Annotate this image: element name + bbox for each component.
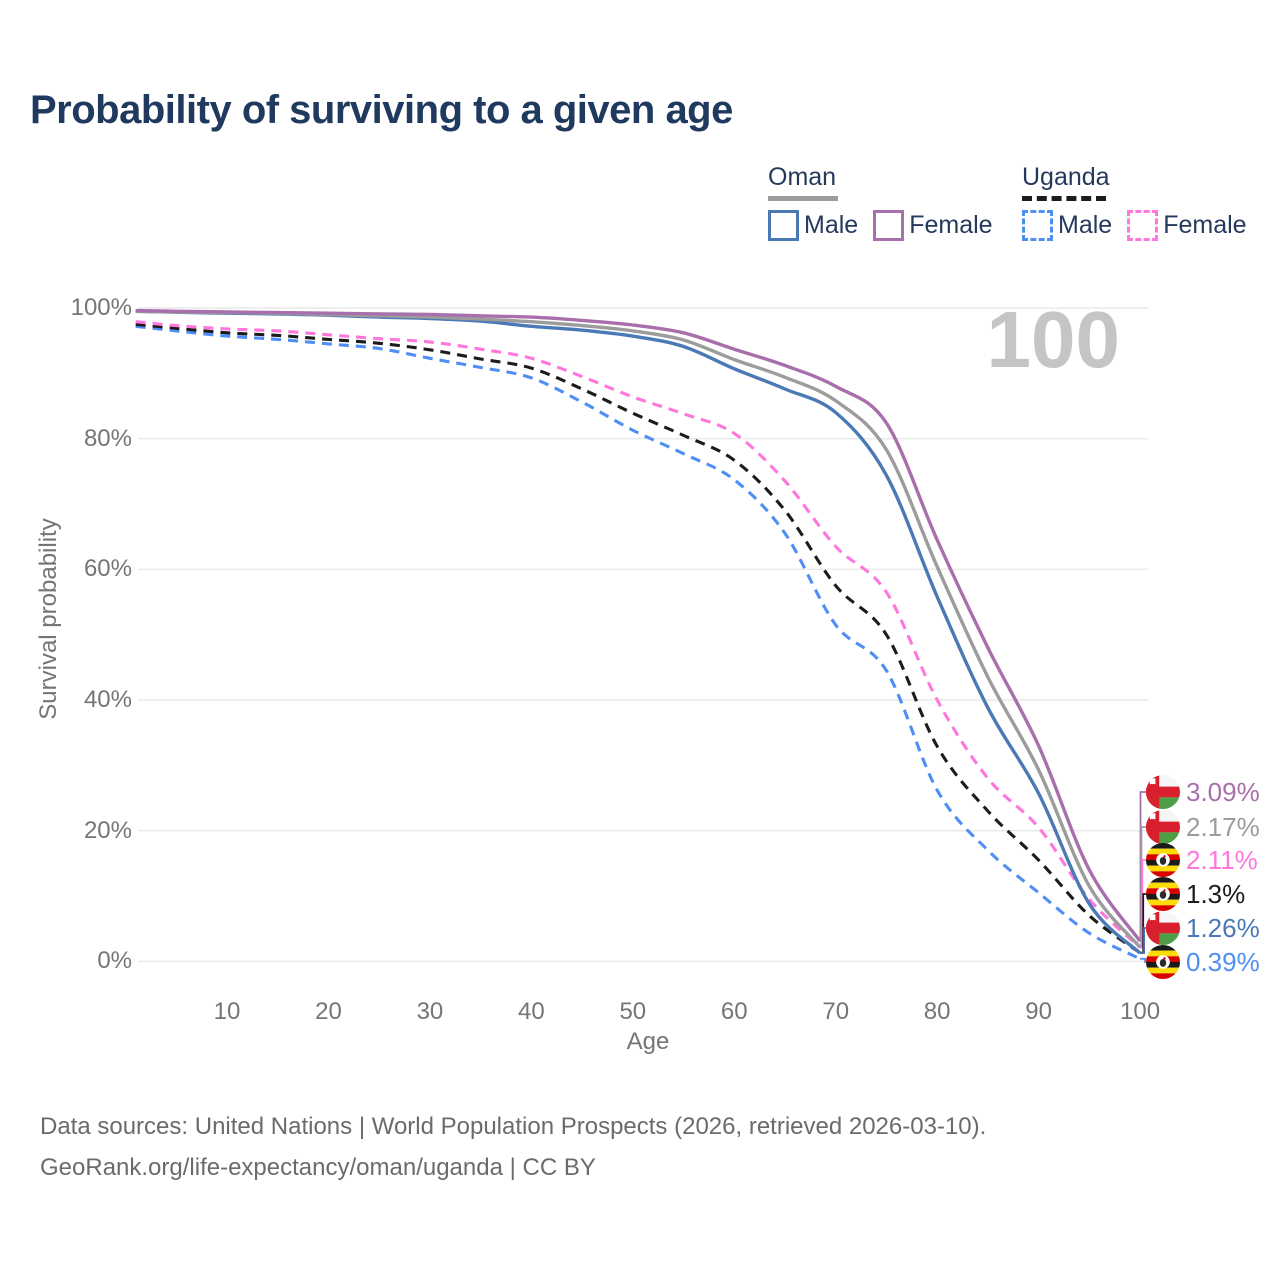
end-label-value: 1.3% xyxy=(1186,878,1246,909)
end-label-oman-both-sexes: 2.17% xyxy=(1146,810,1260,844)
end-label-value: 1.26% xyxy=(1186,912,1260,943)
x-axis-title: Age xyxy=(626,1028,670,1055)
end-label-uganda-female: 2.11% xyxy=(1146,843,1258,877)
legend-item-uganda-male[interactable]: Male xyxy=(1022,210,1112,241)
x-tick-70: 70 xyxy=(822,998,850,1025)
uganda-all-line-swatch xyxy=(1022,196,1106,201)
legend-label-oman-male: Male xyxy=(804,211,859,239)
age-counter-watermark: 100 xyxy=(986,295,1120,384)
legend-group-oman: Oman Male Female xyxy=(768,163,993,241)
oman-flag-icon xyxy=(1146,775,1180,809)
x-tick-100: 100 xyxy=(1120,998,1161,1025)
y-tick-80%: 80% xyxy=(83,424,132,452)
series-line-oman-male xyxy=(135,309,1142,955)
legend-item-oman-female[interactable]: Female xyxy=(873,210,993,241)
legend-label-uganda-male: Male xyxy=(1058,211,1113,239)
end-label-value: 0.39% xyxy=(1186,946,1260,977)
x-tick-90: 90 xyxy=(1025,998,1052,1025)
x-tick-80: 80 xyxy=(923,998,951,1025)
uganda-flag-icon xyxy=(1146,877,1180,911)
series-line-uganda-female xyxy=(135,320,1142,949)
oman-female-swatch-icon xyxy=(873,210,905,241)
uganda-flag-icon xyxy=(1146,945,1180,979)
legend-country-uganda[interactable]: Uganda xyxy=(1022,163,1110,191)
x-tick-30: 30 xyxy=(416,998,444,1025)
uganda-female-swatch-icon xyxy=(1127,210,1159,241)
x-tick-40: 40 xyxy=(518,998,545,1025)
oman-flag-icon xyxy=(1146,810,1180,844)
end-label-oman-male: 1.26% xyxy=(1146,911,1260,945)
end-label-value: 2.17% xyxy=(1186,811,1260,842)
chart-footer: Data sources: United Nations | World Pop… xyxy=(40,1106,986,1188)
series-line-oman-female xyxy=(135,308,1142,943)
end-label-oman-female: 3.09% xyxy=(1146,775,1260,809)
series-line-uganda-both-sexes xyxy=(135,322,1141,955)
end-label-value: 3.09% xyxy=(1186,776,1260,807)
end-label-uganda-both-sexes: 1.3% xyxy=(1146,877,1245,911)
legend-label-uganda-female: Female xyxy=(1163,211,1247,239)
x-tick-60: 60 xyxy=(720,998,748,1025)
x-tick-50: 50 xyxy=(619,998,647,1025)
page-title: Probability of surviving to a given age xyxy=(30,88,733,132)
end-label-uganda-male: 0.39% xyxy=(1146,945,1260,979)
uganda-male-swatch-icon xyxy=(1022,210,1053,241)
legend-label-oman-female: Female xyxy=(909,211,993,239)
oman-male-swatch-icon xyxy=(768,210,799,241)
attribution-text: GeoRank.org/life-expectancy/oman/uganda … xyxy=(40,1154,596,1181)
legend-country-oman[interactable]: Oman xyxy=(768,163,837,191)
data-sources-text: Data sources: United Nations | World Pop… xyxy=(40,1113,987,1140)
x-tick-20: 20 xyxy=(315,998,342,1025)
legend-group-uganda: Uganda Male Female xyxy=(1022,163,1247,241)
y-tick-100%: 100% xyxy=(70,294,132,321)
oman-flag-icon xyxy=(1146,911,1180,945)
series-line-oman-both-sexes xyxy=(135,309,1142,949)
y-tick-20%: 20% xyxy=(83,816,132,844)
series-line-uganda-male xyxy=(135,324,1141,961)
y-tick-60%: 60% xyxy=(83,555,132,583)
legend-item-oman-male[interactable]: Male xyxy=(768,210,858,241)
uganda-flag-icon xyxy=(1146,843,1180,877)
y-tick-0%: 0% xyxy=(97,947,132,975)
y-tick-40%: 40% xyxy=(83,685,132,713)
oman-all-line-swatch xyxy=(768,196,838,201)
legend-item-uganda-female[interactable]: Female xyxy=(1127,210,1247,241)
end-label-value: 2.11% xyxy=(1186,844,1258,875)
x-tick-10: 10 xyxy=(213,998,241,1025)
